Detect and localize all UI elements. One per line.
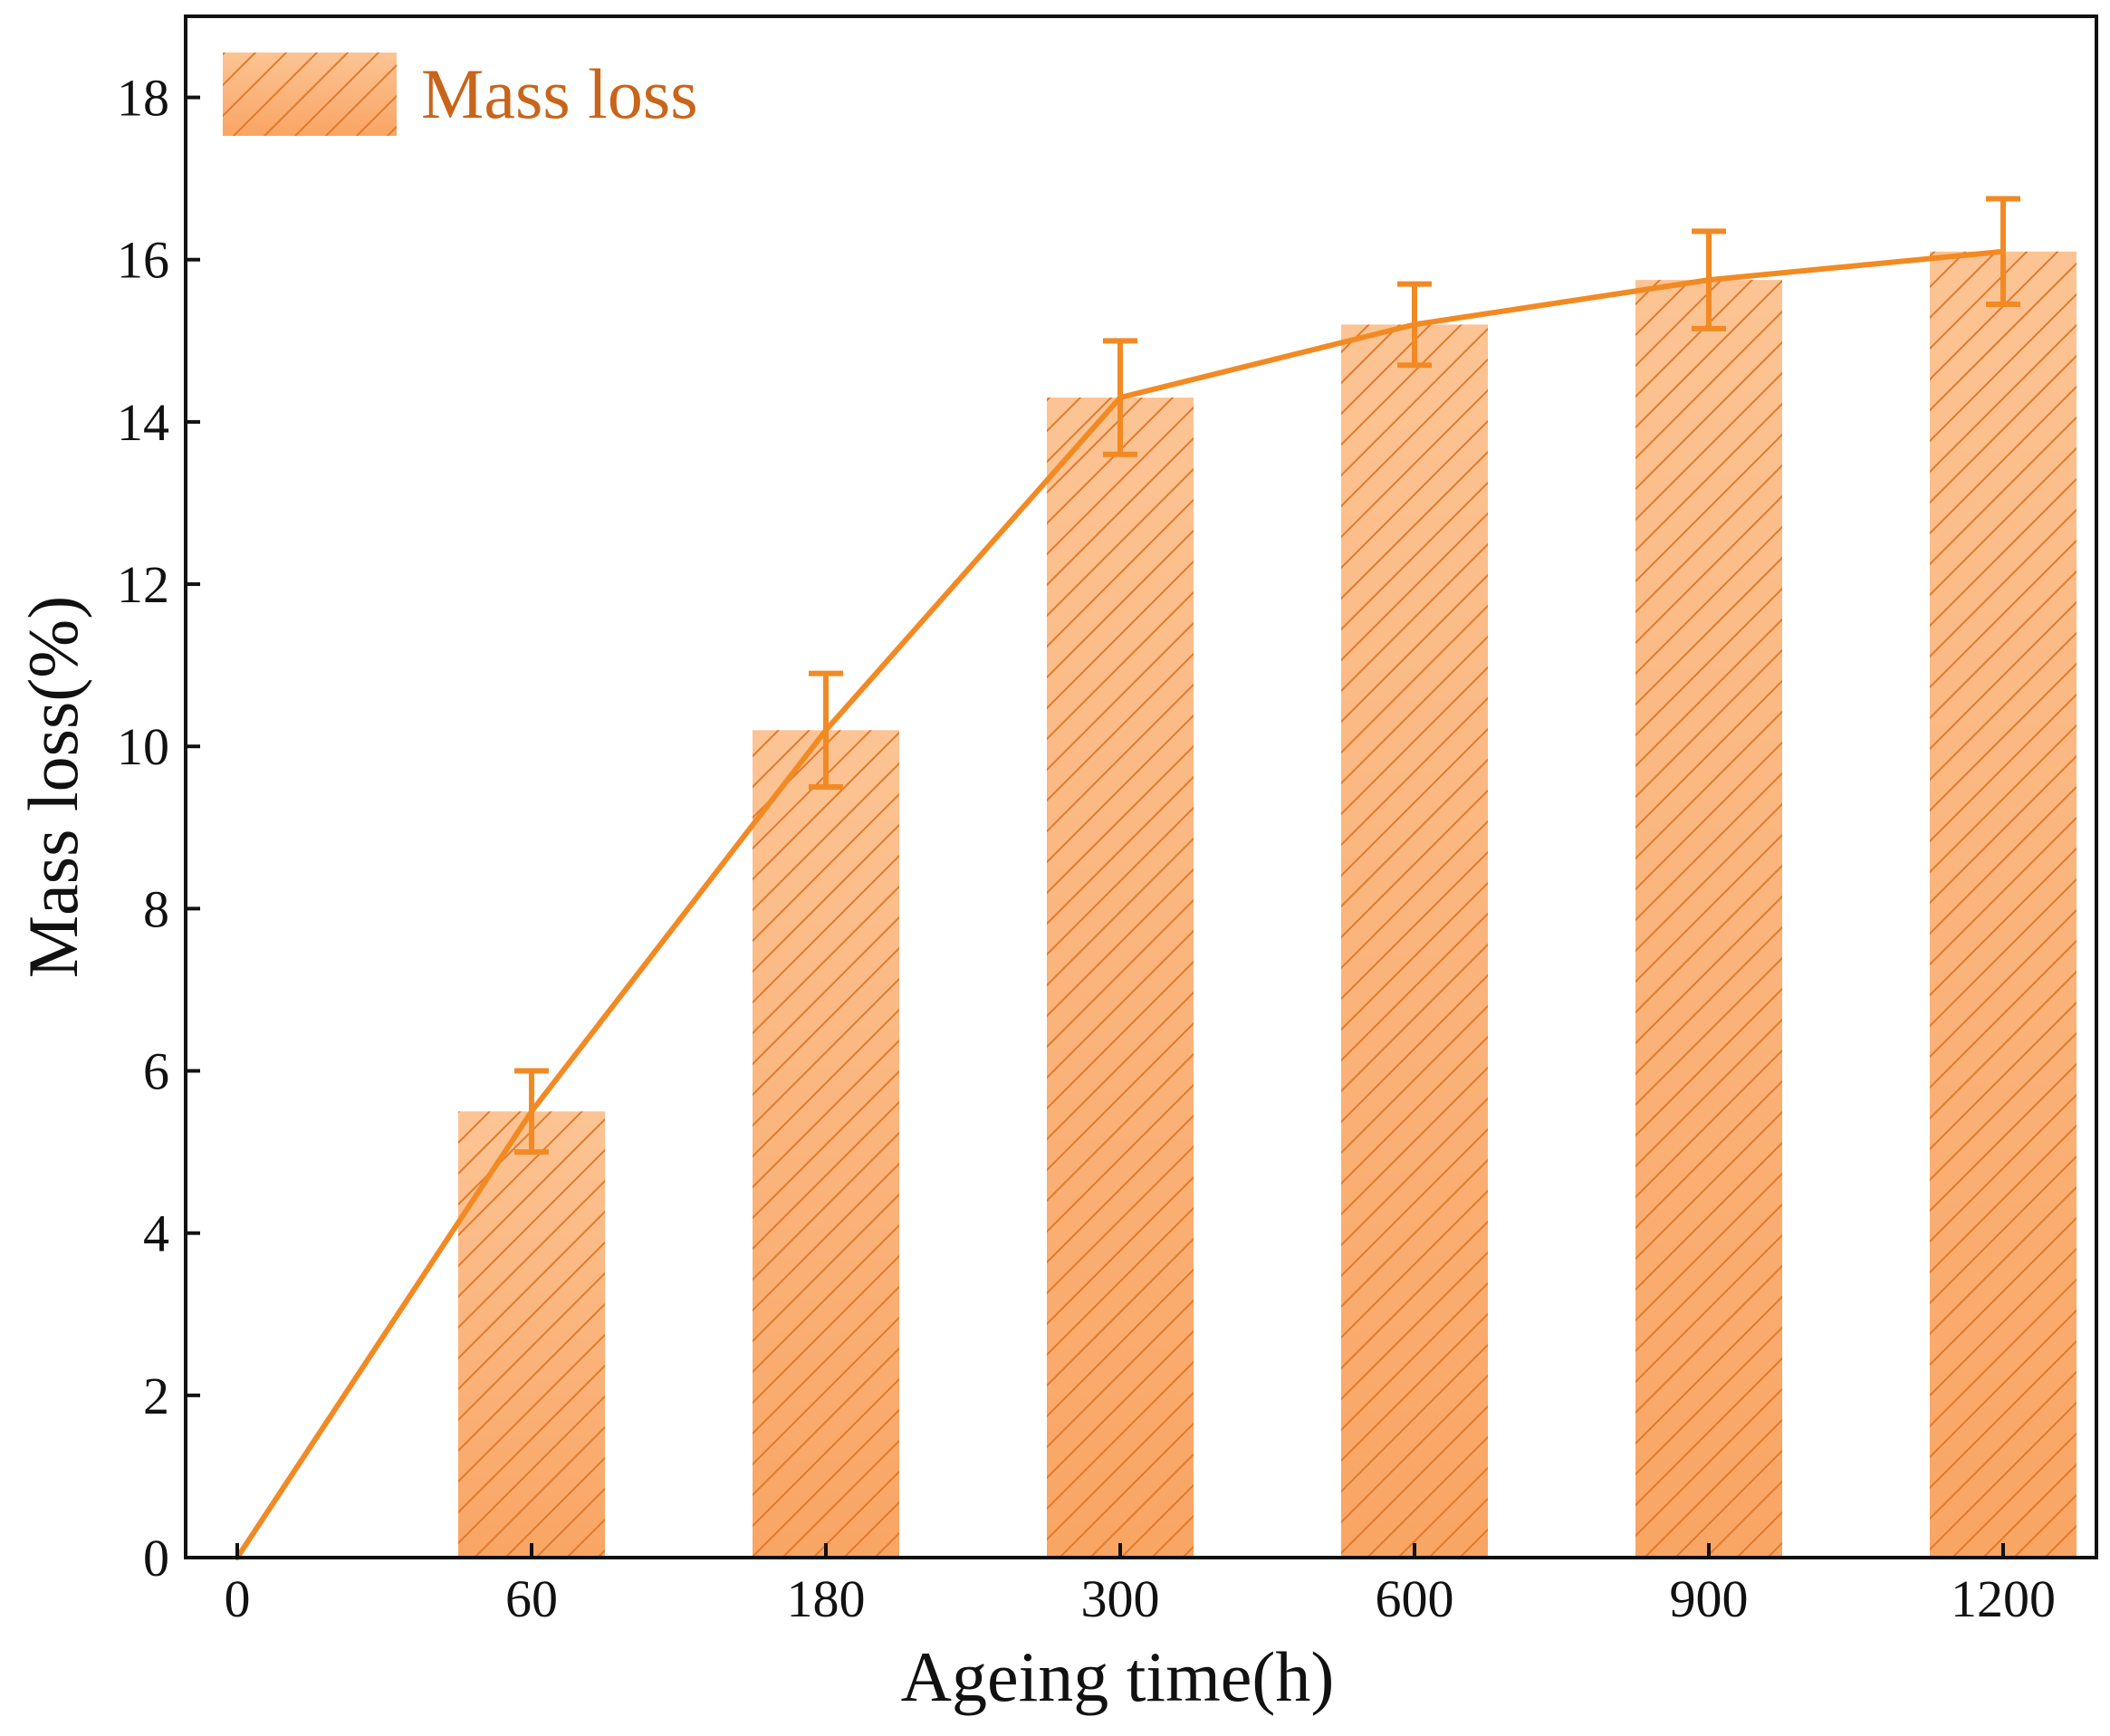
y-tick-label: 0 <box>143 1529 169 1587</box>
y-tick-label: 14 <box>117 393 169 452</box>
bar-hatch-1200 <box>1930 251 2076 1559</box>
bar-hatch-300 <box>1047 398 1194 1559</box>
y-tick-label: 6 <box>143 1042 169 1101</box>
bar-hatch-600 <box>1341 324 1488 1558</box>
x-tick-label: 180 <box>787 1569 866 1628</box>
y-tick-label: 12 <box>117 555 169 614</box>
legend-swatch-hatch <box>223 53 397 136</box>
x-tick-label: 60 <box>505 1569 558 1628</box>
bar-hatch-900 <box>1635 280 1782 1558</box>
y-tick-label: 4 <box>143 1204 169 1263</box>
bars-group <box>458 251 2076 1559</box>
y-tick-label: 8 <box>143 879 169 938</box>
plot-area-frame <box>184 14 2098 1559</box>
bar-hatch-180 <box>753 730 899 1558</box>
error-bars-group <box>514 196 2020 1156</box>
y-tick-label: 2 <box>143 1367 169 1425</box>
legend: Mass loss <box>223 53 698 136</box>
trend-line-group <box>235 248 2006 1560</box>
legend-label: Mass loss <box>421 54 698 133</box>
trend-line <box>235 248 2006 1560</box>
y-tick-label: 10 <box>117 717 169 776</box>
y-tick-label: 16 <box>117 231 169 290</box>
x-tick-label: 1200 <box>1951 1569 2056 1628</box>
y-axis: 0 2 4 6 8 10 12 14 16 18 <box>117 69 200 1587</box>
x-tick-label: 0 <box>225 1569 251 1628</box>
x-tick-label: 600 <box>1376 1569 1454 1628</box>
bar-hatch-60 <box>458 1111 605 1558</box>
x-axis-title: Ageing time(h) <box>901 1637 1335 1716</box>
x-tick-label: 300 <box>1081 1569 1160 1628</box>
y-tick-label: 18 <box>117 69 169 128</box>
x-tick-label: 900 <box>1670 1569 1749 1628</box>
x-axis: 0 60 180 300 600 900 1200 <box>225 1543 2056 1628</box>
y-axis-title: Mass loss(%) <box>14 596 92 979</box>
